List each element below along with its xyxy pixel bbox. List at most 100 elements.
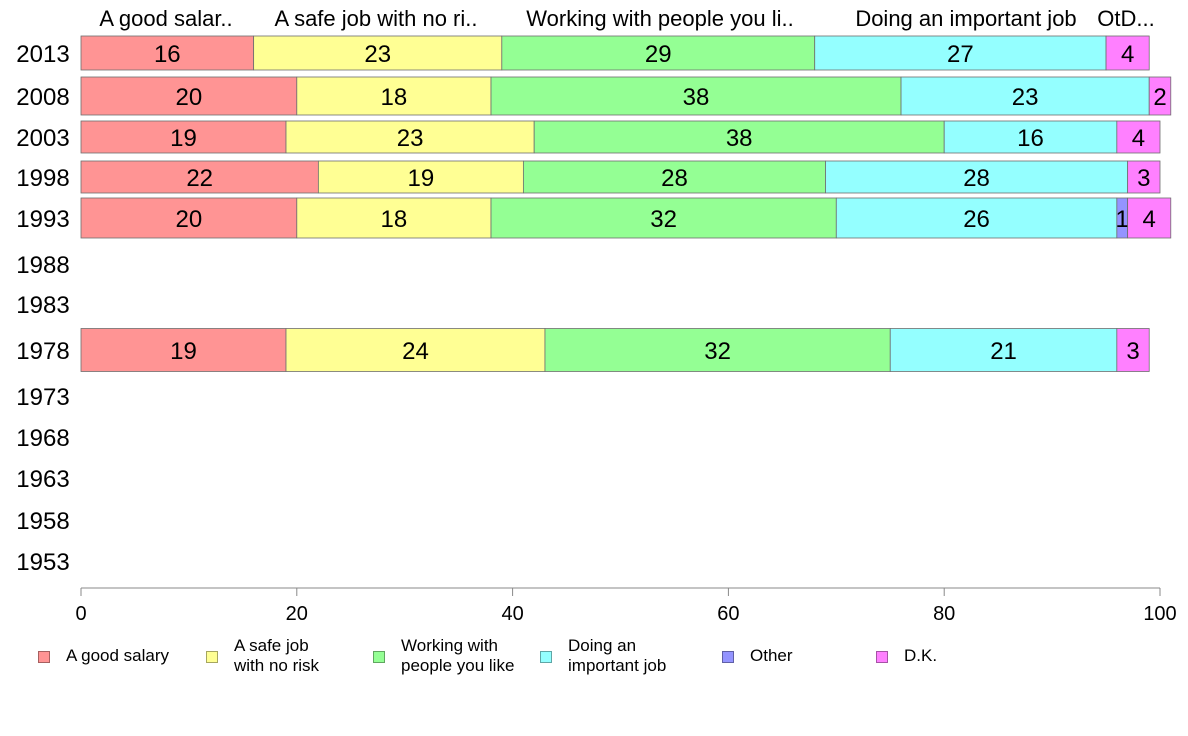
data-label: 19 [170, 125, 197, 152]
data-label: 3 [1137, 165, 1150, 192]
bar-segment [1105, 35, 1150, 71]
bar-segment [900, 76, 1150, 116]
x-tick-label: 20 [286, 603, 308, 625]
column-header: A good salar.. [99, 6, 232, 31]
year-label: 2003 [16, 125, 69, 152]
bar-segment [835, 197, 1118, 239]
legend-label: A safe job with no risk [234, 636, 320, 675]
year-label: 1998 [16, 165, 69, 192]
legend-swatch [38, 651, 50, 663]
data-label: 32 [650, 206, 677, 233]
year-label: 1993 [16, 206, 69, 233]
x-tick-label: 100 [1143, 603, 1176, 625]
data-label: 20 [176, 206, 203, 233]
data-label: 18 [381, 206, 408, 233]
data-label: 18 [381, 84, 408, 111]
bar-segment [1127, 160, 1161, 194]
x-tick-label: 60 [717, 603, 739, 625]
legend-item: A safe job with no risk [206, 636, 319, 676]
column-header: A safe job with no ri.. [275, 6, 478, 31]
bar-segment [296, 76, 492, 116]
year-label: 1983 [16, 292, 69, 319]
data-label: 21 [990, 338, 1017, 365]
bar-segment [296, 197, 492, 239]
legend-item: Working with people you like [373, 636, 514, 676]
year-label: 1973 [16, 384, 69, 411]
bar-segment [825, 160, 1129, 194]
bar-segment [80, 328, 287, 372]
legend-label: Doing an important job [568, 636, 667, 675]
legend-swatch [876, 651, 888, 663]
data-label: 4 [1132, 125, 1145, 152]
legend-item: Other [722, 636, 793, 666]
bar-segment [80, 160, 319, 194]
bar-segment [80, 35, 255, 71]
data-label: 4 [1143, 206, 1156, 233]
bar-segment [285, 328, 546, 372]
legend-swatch [540, 651, 552, 663]
year-label: 1968 [16, 425, 69, 452]
legend-label: Working with people you like [401, 636, 515, 675]
column-header: Doing an important job [855, 6, 1076, 31]
legend-label: A good salary [66, 646, 170, 665]
bar-segment [889, 328, 1118, 372]
data-label: 16 [154, 41, 181, 68]
bar-segment [80, 120, 287, 154]
data-label: 24 [402, 338, 429, 365]
data-label: 29 [645, 41, 672, 68]
bar-segment [814, 35, 1107, 71]
x-tick-label: 80 [933, 603, 955, 625]
legend-swatch [722, 651, 734, 663]
legend-item: D.K. [876, 636, 937, 666]
bar-segment [253, 35, 503, 71]
column-header: OtD... [1097, 6, 1154, 31]
bar-segment [285, 120, 535, 154]
data-label: 38 [726, 125, 753, 152]
data-label: 16 [1017, 125, 1044, 152]
data-label: 2 [1153, 84, 1166, 111]
data-label: 1 [1116, 206, 1129, 233]
data-label: 20 [176, 84, 203, 111]
year-label: 1978 [16, 338, 69, 365]
data-label: 28 [963, 165, 990, 192]
legend-item: Doing an important job [540, 636, 666, 676]
bar-segment [1148, 76, 1172, 116]
data-label: 19 [170, 338, 197, 365]
year-label: 2008 [16, 84, 69, 111]
data-label: 23 [364, 41, 391, 68]
data-label: 19 [408, 165, 435, 192]
data-label: 28 [661, 165, 688, 192]
bar-segment [1116, 328, 1150, 372]
data-label: 3 [1126, 338, 1139, 365]
year-label: 1963 [16, 466, 69, 493]
data-label: 23 [1012, 84, 1039, 111]
bar-segment [1127, 197, 1172, 239]
data-label: 22 [186, 165, 213, 192]
year-label: 1988 [16, 252, 69, 279]
bar-segment [522, 160, 826, 194]
data-label: 32 [704, 338, 731, 365]
legend-label: Other [750, 646, 793, 665]
bar-segment [490, 76, 902, 116]
bar-segment [501, 35, 816, 71]
bar-segment [490, 197, 837, 239]
legend-label: D.K. [904, 646, 938, 665]
bar-segment [943, 120, 1118, 154]
bar-segment [533, 120, 945, 154]
data-label: 4 [1121, 41, 1134, 68]
legend-swatch [373, 651, 385, 663]
data-label: 38 [683, 84, 710, 111]
data-label: 27 [947, 41, 974, 68]
bar-segment [544, 328, 891, 372]
year-label: 1958 [16, 508, 69, 535]
bar-segment [80, 76, 298, 116]
x-tick-label: 40 [501, 603, 523, 625]
bar-segment [317, 160, 524, 194]
bar-segment [1116, 120, 1161, 154]
bar-segment [80, 197, 298, 239]
chart-legend: A good salary A safe job with no risk Work… [38, 636, 1138, 686]
x-tick-label: 0 [75, 603, 86, 625]
data-label: 23 [397, 125, 424, 152]
column-header: Working with people you li.. [526, 6, 793, 31]
